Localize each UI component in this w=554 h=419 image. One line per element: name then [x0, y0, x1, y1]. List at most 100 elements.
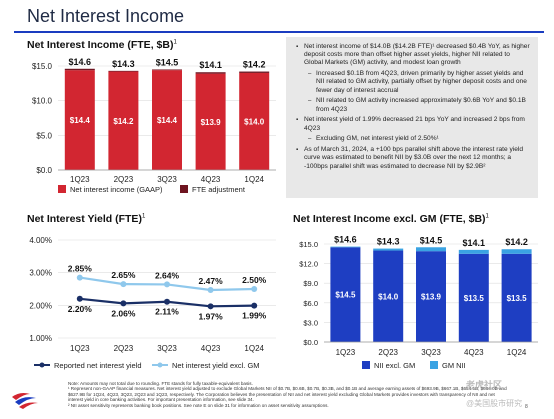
- chart-title-text: Net Interest Income (FTE, $B): [27, 39, 174, 51]
- footnote-ref: 1: [485, 213, 489, 220]
- point-value-label: 2.50%: [242, 275, 267, 285]
- x-tick-label: 3Q23: [421, 348, 441, 357]
- bar-total-label: $14.6: [69, 57, 92, 67]
- x-tick-label: 1Q23: [336, 348, 356, 357]
- bar-fte-adjustment: [239, 71, 270, 73]
- nii-excl-gm-bar-chart: $0.0 $3.0 $6.0 $9.0 $12.0 $15.0 $14.5 $14.6 1Q23…: [299, 235, 538, 370]
- y-tick-label: $0.0: [36, 166, 52, 175]
- bar-nii-excl-gm: [416, 251, 446, 342]
- bar-total-label: $14.3: [112, 59, 135, 69]
- x-tick-label: 1Q24: [244, 175, 264, 184]
- bar-nii-gaap: [195, 73, 226, 170]
- bar-value-label: $14.0: [244, 117, 265, 126]
- legend-label: Net interest yield excl. GM: [172, 361, 260, 370]
- bar-fte-adjustment: [195, 72, 226, 74]
- y-tick-label: $15.0: [32, 62, 53, 71]
- bar-total-label: $14.2: [243, 60, 266, 70]
- point-yield-excl-gm: [120, 281, 127, 288]
- bar-value-label: $13.9: [421, 293, 442, 302]
- x-tick-label: 4Q23: [464, 348, 484, 357]
- page-number: 8: [525, 404, 528, 410]
- bar-nii-excl-gm: [330, 247, 361, 342]
- chart-title-text: Net Interest Income excl. GM (FTE, $B): [293, 213, 486, 225]
- bar-fte-adjustment: [152, 69, 182, 71]
- point-reported-yield: [251, 302, 258, 309]
- bar-nii-excl-gm: [501, 253, 532, 342]
- bar-nii-gaap: [239, 72, 270, 170]
- bank-flag-logo: [12, 393, 38, 409]
- bar-gm-nii: [330, 246, 361, 248]
- chart-title-yield: Net Interest Yield (FTE)1: [27, 213, 145, 225]
- footnote-line: interest yield in core banking activitie…: [68, 397, 254, 403]
- bar-nii-gaap: [152, 70, 182, 170]
- y-tick-label: 4.00%: [29, 236, 52, 245]
- chart-title-text: Net Interest Yield (FTE): [27, 213, 142, 225]
- bar-value-label: $14.5: [335, 291, 356, 300]
- legend-swatch-nii-excl-gm: [362, 361, 370, 369]
- legend-label: FTE adjustment: [192, 185, 246, 194]
- point-yield-excl-gm: [164, 281, 170, 288]
- bar-nii-excl-gm: [373, 250, 404, 342]
- legend-label: Net interest income (GAAP): [70, 185, 163, 194]
- y-tick-label: $3.0: [303, 318, 318, 327]
- y-tick-label: 2.00%: [29, 301, 52, 310]
- point-value-label: 1.97%: [199, 311, 224, 321]
- footnote-line: $627.9B for 1Q24, 4Q23, 3Q23, 2Q23 and 1…: [68, 391, 495, 397]
- x-tick-label: 2Q23: [114, 175, 134, 184]
- point-value-label: 1.99%: [242, 311, 267, 321]
- bullet-item: As of March 31, 2024, a +100 bps paralle…: [296, 146, 530, 171]
- title-divider: [14, 31, 544, 33]
- footnote-line: Note: Amounts may not total due to round…: [68, 381, 253, 386]
- y-tick-label: $5.0: [36, 131, 52, 140]
- page-title: Net Interest Income: [27, 6, 185, 26]
- sub-bullet-item: Excluding GM, net interest yield of 2.50…: [308, 135, 530, 143]
- legend-swatch-gm-nii: [430, 361, 438, 369]
- y-tick-label: 3.00%: [29, 269, 52, 278]
- bar-gm-nii: [501, 249, 532, 254]
- footnote-ref: 1: [173, 39, 177, 46]
- bar-total-label: $14.3: [377, 237, 400, 247]
- y-tick-label: $6.0: [303, 299, 318, 308]
- x-tick-label: 2Q23: [114, 344, 134, 353]
- point-value-label: 2.20%: [68, 304, 93, 314]
- bar-total-label: $14.5: [420, 235, 443, 245]
- point-value-label: 2.65%: [111, 270, 136, 280]
- x-tick-label: 4Q23: [201, 344, 221, 353]
- legend-label: NII excl. GM: [374, 361, 415, 370]
- bar-value-label: $13.5: [507, 294, 528, 303]
- x-tick-label: 2Q23: [378, 348, 398, 357]
- y-tick-label: $12.0: [299, 260, 318, 269]
- bullet-item: Net interest yield of 1.99% decreased 21…: [296, 116, 530, 132]
- point-value-label: 2.64%: [155, 270, 180, 280]
- point-value-label: 2.47%: [199, 276, 224, 286]
- point-value-label: 2.11%: [155, 307, 179, 317]
- nii-fte-bar-chart: $0.0 $5.0 $10.0 $15.0 $14.4 $14.6 1Q23 $14.2 $14…: [32, 57, 276, 194]
- point-reported-yield: [76, 295, 83, 302]
- point-yield-excl-gm: [251, 286, 258, 292]
- net-interest-yield-line-chart: 1.00% 2.00% 3.00% 4.00% 2.20% 2.06% 2.11% 1.97%…: [29, 236, 276, 370]
- legend-marker-reported: [39, 362, 45, 368]
- point-yield-excl-gm: [76, 274, 83, 281]
- y-tick-label: $0.0: [303, 338, 318, 347]
- bar-value-label: $14.4: [157, 116, 178, 125]
- bar-total-label: $14.1: [463, 238, 486, 248]
- legend-label: Reported net interest yield: [54, 361, 142, 370]
- y-tick-label: $10.0: [32, 97, 53, 106]
- footnote-line: ¹ Represent non-GAAP financial measures.…: [68, 386, 507, 392]
- bar-total-label: $14.1: [199, 60, 222, 70]
- footnote-ref: 1: [141, 213, 146, 220]
- bullet-item: Net interest income of $14.0B ($14.2B FT…: [296, 43, 530, 68]
- bar-fte-adjustment: [64, 68, 95, 71]
- legend-marker-excl-gm: [157, 362, 163, 368]
- point-reported-yield: [120, 300, 127, 307]
- bar-gm-nii: [458, 249, 489, 254]
- bar-total-label: $14.6: [334, 235, 357, 245]
- bar-gm-nii: [416, 247, 446, 252]
- point-value-label: 2.06%: [111, 308, 136, 318]
- watermark-text: 老虎社区: [466, 380, 503, 390]
- bar-value-label: $14.0: [378, 292, 399, 301]
- watermark-handle: @美国股市研究: [466, 399, 523, 408]
- x-tick-label: 1Q24: [507, 348, 527, 357]
- point-reported-yield: [207, 303, 214, 310]
- x-tick-label: 3Q23: [157, 175, 177, 184]
